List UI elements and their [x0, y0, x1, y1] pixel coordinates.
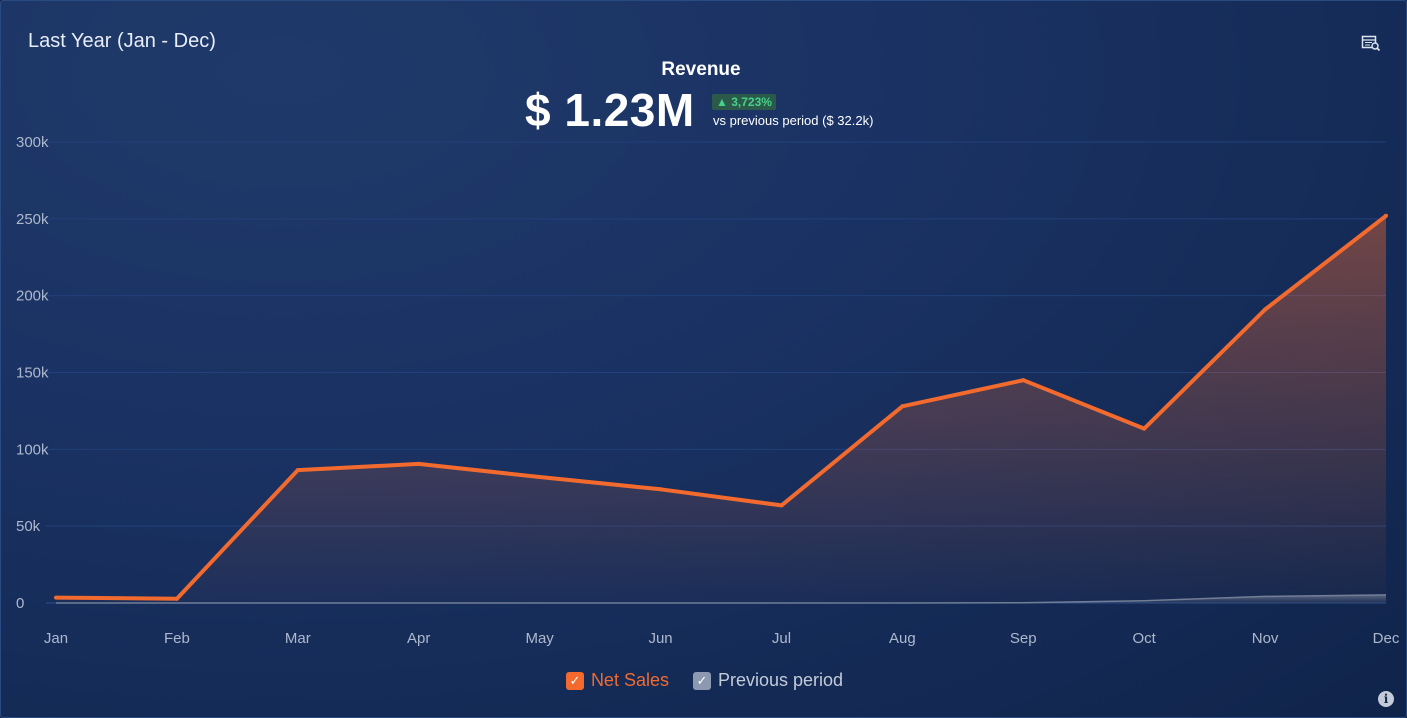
net-sales-point[interactable] [416, 461, 421, 466]
previous-period-checkbox[interactable]: ✓ [692, 671, 711, 690]
x-tick-label: Mar [285, 630, 311, 647]
net-sales-checkbox[interactable]: ✓ [565, 671, 584, 690]
net-sales-point[interactable] [779, 503, 784, 508]
x-tick-label: Jan [44, 630, 68, 647]
x-tick-label: Aug [889, 630, 916, 647]
info-icon[interactable]: i [1378, 691, 1394, 707]
kpi-change-badge: ▲ 3,723% [712, 94, 776, 110]
kpi-value: $ 1.23M [525, 84, 695, 136]
x-tick-label: Sep [1010, 630, 1037, 647]
net-sales-point[interactable] [1384, 213, 1388, 218]
y-tick-label: 200k [16, 288, 49, 305]
x-tick-label: Jul [772, 630, 791, 647]
legend-net-sales-label: Net Sales [590, 670, 669, 690]
net-sales-point[interactable] [900, 404, 905, 409]
y-tick-label: 0 [16, 595, 24, 612]
net-sales-area [56, 215, 1386, 604]
x-tick-label: Dec [1373, 630, 1400, 647]
table-search-icon[interactable] [1361, 34, 1381, 52]
net-sales-point[interactable] [295, 468, 300, 473]
y-tick-label: 300k [16, 134, 49, 151]
net-sales-point[interactable] [1021, 378, 1026, 383]
chart-legend: ✓ Net Sales ✓ Previous period [1, 670, 1406, 691]
y-tick-label: 250k [16, 211, 49, 228]
legend-previous-period[interactable]: ✓ Previous period [692, 670, 844, 691]
y-tick-label: 150k [16, 365, 49, 382]
net-sales-point[interactable] [1263, 307, 1268, 312]
x-tick-label: Oct [1133, 630, 1157, 647]
x-tick-label: Jun [648, 630, 672, 647]
net-sales-line [55, 214, 1388, 601]
y-tick-label: 50k [16, 518, 41, 535]
net-sales-point[interactable] [54, 595, 58, 600]
x-tick-label: Nov [1252, 630, 1279, 647]
kpi-compare-text: vs previous period ($ 32.2k) [713, 113, 874, 128]
legend-net-sales[interactable]: ✓ Net Sales [565, 670, 669, 691]
net-sales-point[interactable] [1142, 426, 1147, 431]
kpi-label: Revenue [661, 59, 741, 80]
net-sales-point[interactable] [658, 487, 663, 492]
legend-previous-period-label: Previous period [717, 670, 844, 690]
x-tick-label: Feb [164, 630, 190, 647]
y-tick-label: 100k [16, 441, 49, 458]
x-tick-label: Apr [407, 630, 430, 647]
x-tick-label: May [525, 630, 554, 647]
panel-title: Last Year (Jan - Dec) [28, 30, 216, 52]
net-sales-point[interactable] [174, 596, 179, 601]
net-sales-point[interactable] [537, 474, 542, 479]
